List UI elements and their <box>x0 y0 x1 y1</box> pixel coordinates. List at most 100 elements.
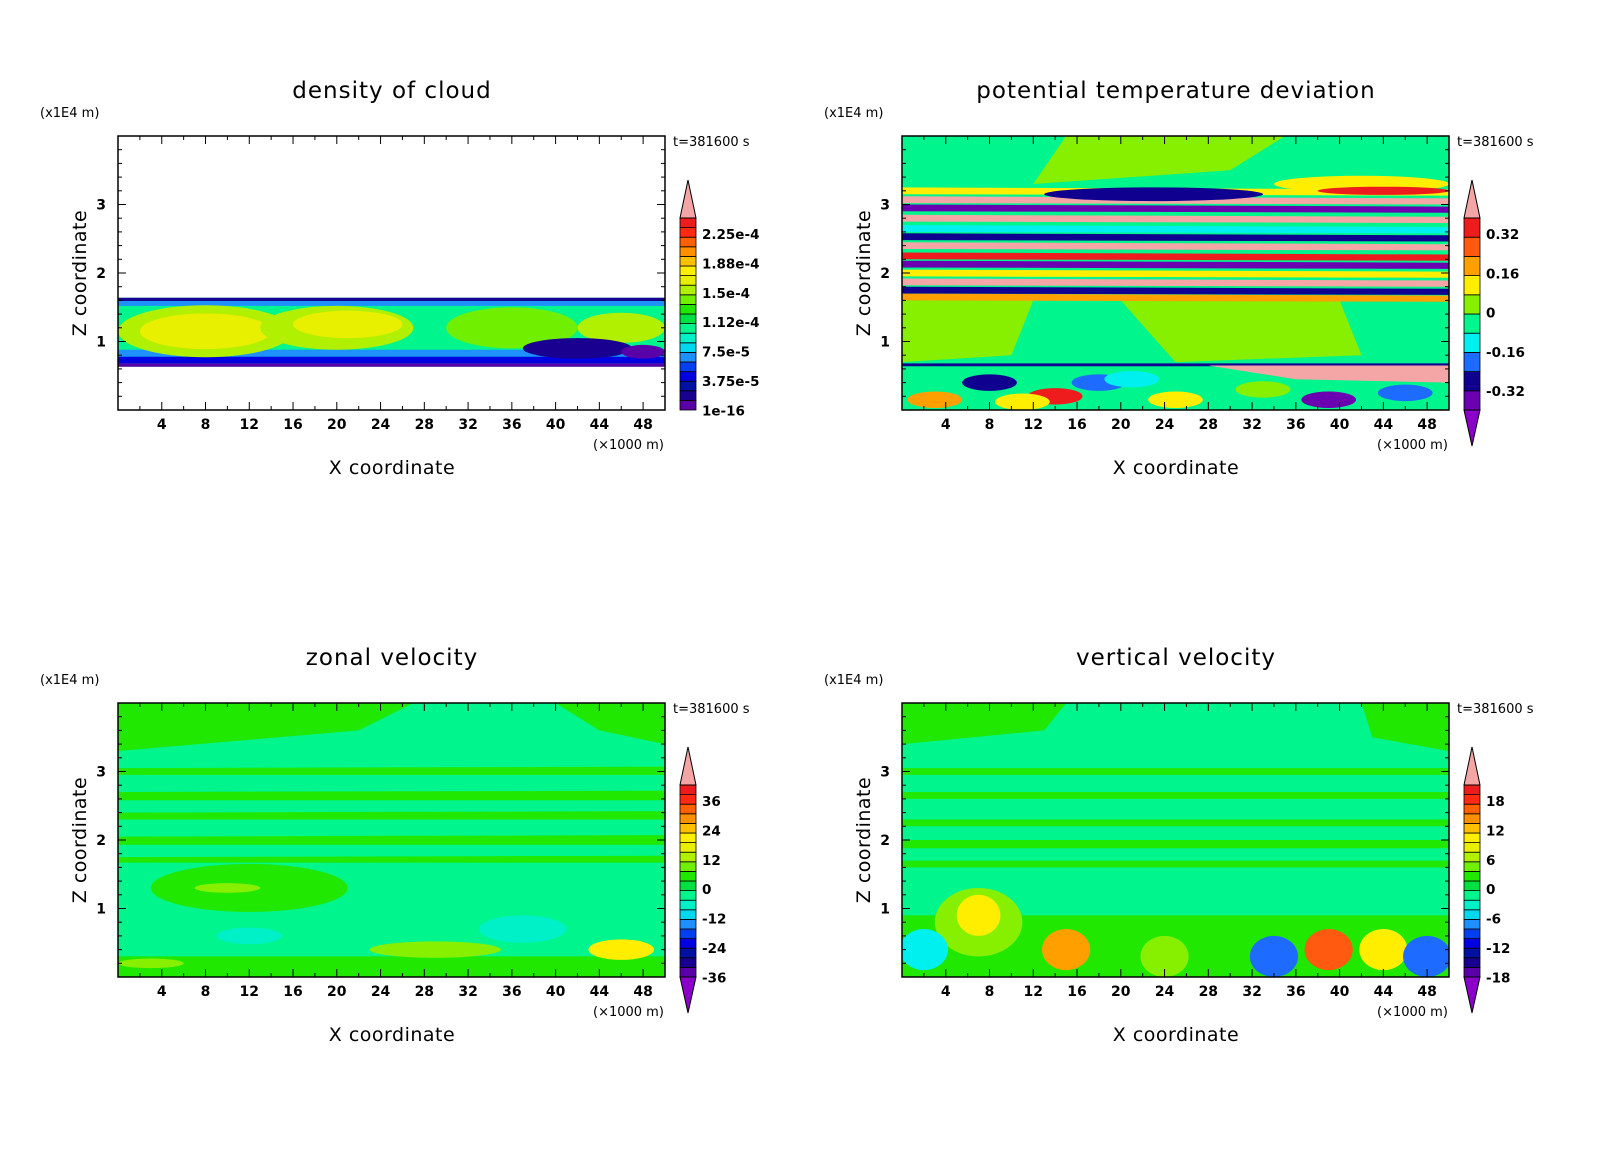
y-tick-label: 3 <box>880 198 890 214</box>
contour-region <box>902 929 948 971</box>
colorbar-swatch <box>679 342 697 353</box>
colorbar-swatch <box>1463 928 1481 940</box>
contour-region <box>902 768 1449 775</box>
y-unit-label: (x1E4 m) <box>824 673 883 688</box>
contour-region <box>1044 187 1264 202</box>
contour-region <box>902 792 1449 799</box>
colorbar-swatch <box>1463 275 1481 296</box>
colorbar-label: -6 <box>1486 912 1501 928</box>
time-label: t=381600 s <box>1457 702 1534 717</box>
colorbar-swatch <box>679 294 697 305</box>
colorbar-label: 1.12e-4 <box>702 315 759 331</box>
colorbar-swatch <box>679 851 697 863</box>
contour-region <box>902 840 1449 849</box>
contour-region <box>1140 935 1189 977</box>
contour-region <box>1042 929 1091 971</box>
colorbar-label: 1e-16 <box>702 403 745 419</box>
contour-region <box>902 860 1449 868</box>
contour-region <box>1403 935 1449 977</box>
x-tick-label: 8 <box>201 984 211 1000</box>
x-axis-label: X coordinate <box>329 1024 455 1046</box>
contour-region <box>118 790 665 801</box>
contour-region <box>293 310 403 339</box>
colorbar-swatch <box>679 957 697 968</box>
x-tick-label: 36 <box>502 417 521 433</box>
contour-region <box>479 915 567 943</box>
colorbar-label: 0.32 <box>1486 227 1519 243</box>
contour-region <box>118 766 665 775</box>
y-axis-label: Z coordinate <box>853 210 875 336</box>
colorbar-label: 7.5e-5 <box>702 345 750 361</box>
colorbar-extend-max <box>679 179 697 219</box>
colorbar-label: 18 <box>1486 794 1505 810</box>
x-tick-label: 24 <box>1155 984 1175 1000</box>
chart-title: zonal velocity <box>306 645 478 671</box>
colorbar-swatch <box>679 928 697 940</box>
y-tick-label: 3 <box>96 765 106 781</box>
contour-region <box>588 939 655 960</box>
contour-region <box>1317 186 1449 195</box>
contour-region <box>1120 300 1362 363</box>
x-tick-label: 40 <box>1330 984 1350 1000</box>
x-tick-label: 28 <box>415 984 434 1000</box>
contour-region <box>446 307 578 349</box>
colorbar-label: -0.16 <box>1486 345 1525 361</box>
x-tick-label: 16 <box>283 984 302 1000</box>
contour-region <box>902 204 1449 213</box>
y-tick-label: 1 <box>880 902 890 918</box>
contour-region <box>902 242 1449 251</box>
x-tick-label: 16 <box>1067 417 1086 433</box>
colorbar-extend-min <box>1463 976 1481 1014</box>
colorbar-swatch <box>1463 861 1481 872</box>
colorbar-swatch <box>679 918 697 930</box>
colorbar-label: 0.16 <box>1486 266 1519 282</box>
y-axis-label: Z coordinate <box>69 777 91 903</box>
colorbar-label: 0 <box>1486 306 1495 322</box>
y-axis-label: Z coordinate <box>69 210 91 336</box>
contour-region <box>118 855 665 863</box>
colorbar-swatch <box>679 246 697 257</box>
contour-region <box>139 313 272 350</box>
colorbar-label: -0.32 <box>1486 384 1525 400</box>
x-tick-label: 48 <box>1417 417 1436 433</box>
y-tick-label: 3 <box>880 765 890 781</box>
colorbar-swatch <box>679 217 697 229</box>
x-unit-label: (×1000 m) <box>1377 438 1448 453</box>
y-unit-label: (x1E4 m) <box>40 673 99 688</box>
colorbar-swatch <box>1463 217 1481 238</box>
colorbar-swatch <box>679 275 697 286</box>
colorbar-swatch <box>679 332 697 344</box>
x-tick-label: 16 <box>283 417 302 433</box>
colorbar-swatch <box>1463 909 1481 920</box>
x-tick-label: 32 <box>1242 984 1261 1000</box>
contour-region <box>118 363 665 367</box>
colorbar-swatch <box>679 822 697 834</box>
colorbar-label: -12 <box>702 912 726 928</box>
x-tick-label: 20 <box>327 417 347 433</box>
colorbar-swatch <box>679 870 697 882</box>
colorbar-label: 24 <box>702 823 721 839</box>
x-tick-label: 32 <box>1242 417 1261 433</box>
chart-panel: zonal velocity (x1E4 m) t=381600 s (×1000 m… <box>40 645 750 1046</box>
contour-region <box>1208 365 1449 383</box>
colorbar-label: 2.25e-4 <box>702 227 759 243</box>
contour-region <box>118 811 665 820</box>
contour-region <box>369 941 501 958</box>
chart-panel: vertical velocity (x1E4 m) t=381600 s (×100… <box>824 645 1534 1046</box>
x-tick-label: 36 <box>1286 417 1305 433</box>
contour-region <box>118 958 184 969</box>
contour-field <box>902 703 1449 977</box>
contour-region <box>902 269 1449 278</box>
colorbar-extend-max <box>1463 179 1481 219</box>
x-tick-label: 40 <box>546 417 566 433</box>
contour-region <box>1235 381 1291 398</box>
chart-title: density of cloud <box>292 78 491 104</box>
contour-region <box>902 286 1449 295</box>
contour-region <box>1377 384 1433 402</box>
colorbar-swatch <box>679 265 697 277</box>
contour-region <box>118 356 665 364</box>
colorbar-swatch <box>679 909 697 920</box>
colorbar-label: 1.5e-4 <box>702 286 750 302</box>
contour-region <box>118 956 665 977</box>
